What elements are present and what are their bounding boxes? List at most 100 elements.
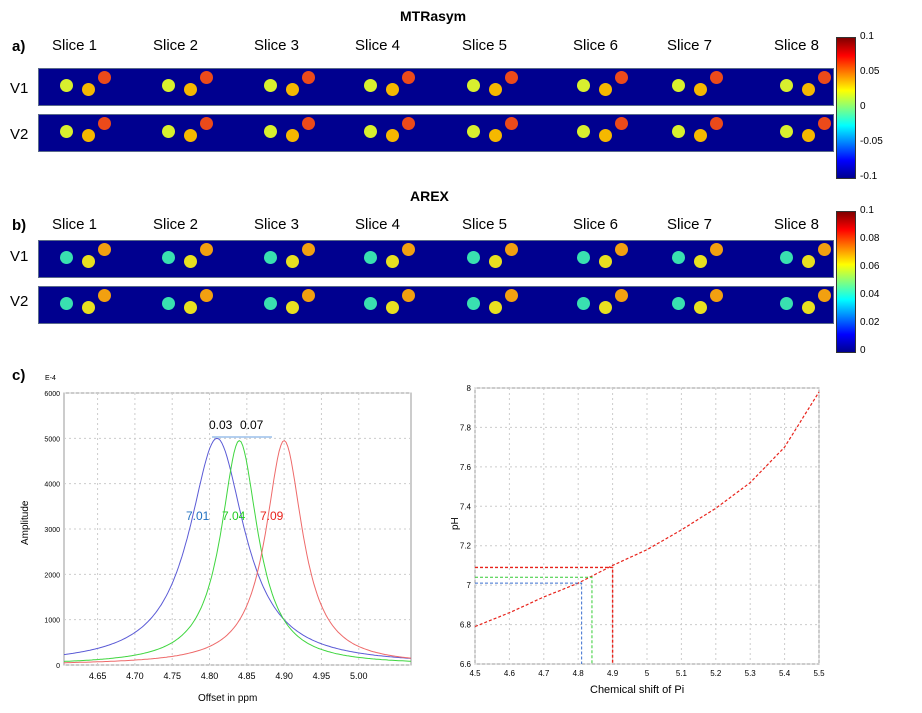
phantom-vial [162,251,175,264]
phantom-vial [286,255,299,268]
slice-label-3: Slice 3 [254,37,300,54]
phantom-vial [467,79,480,92]
y-tick-label: 1000 [44,618,60,625]
phantom-vial [364,79,377,92]
colorbar-tick: 0.1 [860,205,874,216]
phantom-vial [264,297,277,310]
phantom-vial [264,125,277,138]
x-tick-label: 4.8 [573,669,585,678]
slice-label-2: Slice 2 [153,37,199,54]
phantom-vial [672,251,685,264]
y-tick-label: 7.6 [460,463,472,472]
phantom-vial [694,301,707,314]
phantom-vial [818,243,831,256]
phantom-vial [302,243,315,256]
spectrum-ylabel: Amplitude [20,500,31,545]
panel-b-label: b) [12,217,27,234]
x-tick-label: 5.2 [710,669,722,678]
colorbar-tick: 0 [860,345,866,356]
x-tick-label: 4.85 [238,671,256,681]
phantom-vial [402,71,415,84]
phantom-vial [599,83,612,96]
phantom-vial [162,297,175,310]
diff-label-1: 0.03 [209,418,233,432]
phantom-vial [386,83,399,96]
y-tick-label: 6.6 [460,660,472,669]
phantom-vial [402,243,415,256]
y-tick-label: 7.8 [460,423,472,432]
x-tick-label: 4.6 [504,669,516,678]
panel-a-title: MTRasym [400,8,467,24]
diff-label-2: 0.07 [240,418,264,432]
phantom-vial [780,79,793,92]
slice-label-7: Slice 7 [667,37,713,54]
x-tick-label: 4.90 [275,671,293,681]
x-tick-label: 4.9 [607,669,619,678]
colorbar-tick: -0.05 [860,136,883,147]
row-label-v2: V2 [10,126,29,143]
colorbar-tick: 0.04 [860,289,880,300]
phantom-vial [264,251,277,264]
colorbar-tick: 0.1 [860,31,874,42]
slice-label-8: Slice 8 [774,37,820,54]
phantom-vial [577,125,590,138]
peak-label-7-04: 7.04 [222,509,246,523]
panel-c-label: c) [12,367,26,384]
phantom-vial [780,125,793,138]
slice-label-1: Slice 1 [52,37,98,54]
phantom-vial [818,71,831,84]
slice-label-5: Slice 5 [462,216,508,233]
phantom-vial [818,289,831,302]
phantom-vial [286,129,299,142]
phantom-vial [599,301,612,314]
phantom-vial [505,289,518,302]
peak-label-7-09: 7.09 [260,509,284,523]
slice-label-4: Slice 4 [355,216,401,233]
y-tick-label: 7 [467,581,472,590]
phantom-vial [60,297,73,310]
phantom-vial [364,297,377,310]
ph-guide-line [475,582,583,664]
ph-guide-line [475,566,614,664]
phantom-vial [386,301,399,314]
phantom-vial [505,117,518,130]
phantom-vial [302,71,315,84]
phantom-vial [60,251,73,264]
phantom-vial [200,243,213,256]
spectrum-line-7-01 [63,437,412,659]
phantom-vial [467,125,480,138]
slice-label-4: Slice 4 [355,37,401,54]
phantom-vial [802,83,815,96]
peak-label-7-01: 7.01 [186,509,210,523]
phantom-vial [402,117,415,130]
y-tick-label: 6.8 [460,621,472,630]
phantom-vial [672,79,685,92]
y-tick-label: 0 [56,663,60,670]
phantom-vial [184,129,197,142]
mtrasym-colorbar [836,37,856,179]
phantom-vial [802,301,815,314]
phantom-vial [615,289,628,302]
ph-guide-line [475,576,593,664]
phantom-vial [802,129,815,142]
x-tick-label: 4.5 [469,669,481,678]
panel-b-title: AREX [410,188,449,204]
phantom-vial [505,71,518,84]
y-tick-label: 3000 [44,527,60,534]
phantom-vial [200,117,213,130]
phantom-vial [162,125,175,138]
arex-colorbar [836,211,856,353]
slice-label-6: Slice 6 [573,37,619,54]
x-tick-label: 4.95 [313,671,331,681]
phantom-vial [694,83,707,96]
phantom-vial [802,255,815,268]
phantom-vial [694,129,707,142]
x-tick-label: 5.3 [745,669,757,678]
phantom-vial [98,71,111,84]
colorbar-tick: 0.05 [860,66,880,77]
phantom-vial [98,289,111,302]
colorbar-tick: 0.08 [860,233,880,244]
panel-a-label: a) [12,38,26,55]
phantom-vial [710,289,723,302]
y-tick-label: 2000 [44,572,60,579]
